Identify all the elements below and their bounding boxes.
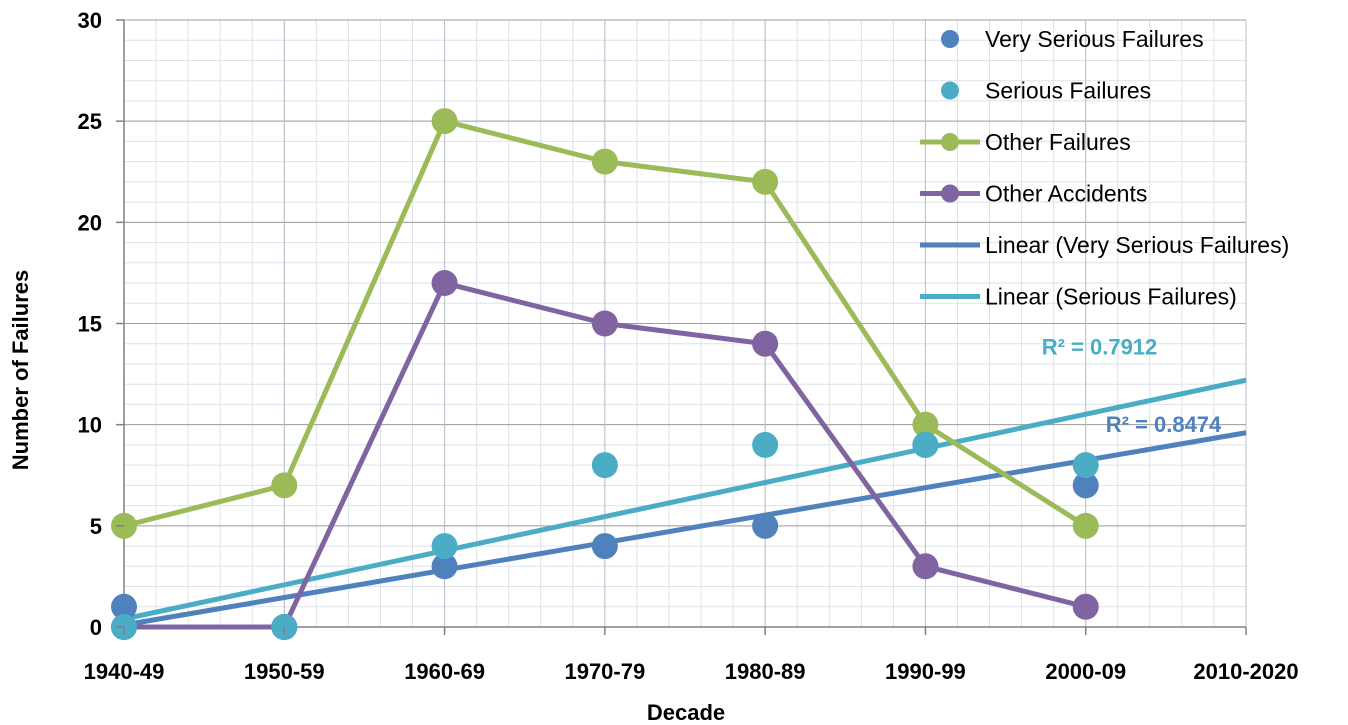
y-tick-label: 5 bbox=[90, 514, 102, 539]
data-point bbox=[271, 472, 298, 499]
x-tick-label: 1940-49 bbox=[84, 659, 165, 684]
x-tick-label: 1990-99 bbox=[885, 659, 966, 684]
data-point bbox=[912, 553, 939, 580]
y-tick-label: 10 bbox=[78, 413, 102, 438]
data-point bbox=[752, 431, 779, 458]
data-point bbox=[111, 593, 137, 620]
x-tick-label: 2000-09 bbox=[1045, 659, 1126, 684]
data-point bbox=[752, 168, 779, 195]
r-squared-label: R² = 0.8474 bbox=[1106, 412, 1222, 437]
x-tick-label: 1950-59 bbox=[244, 659, 325, 684]
data-point bbox=[591, 148, 618, 175]
x-axis-title: Decade bbox=[647, 700, 725, 725]
legend-marker bbox=[941, 30, 959, 48]
legend-label: Linear (Serious Failures) bbox=[985, 284, 1237, 310]
data-point bbox=[1072, 452, 1099, 479]
x-tick-label: 1980-89 bbox=[725, 659, 806, 684]
legend-label: Serious Failures bbox=[985, 78, 1151, 104]
y-tick-label: 0 bbox=[90, 615, 102, 640]
x-tick-labels: 1940-49 1950-59 1960-69 1970-79 1980-89 1990-… bbox=[84, 627, 1299, 684]
legend-marker bbox=[941, 184, 959, 203]
x-tick-label: 1960-69 bbox=[404, 659, 485, 684]
y-tick-label: 30 bbox=[78, 8, 102, 33]
r-squared-label: R² = 0.7912 bbox=[1042, 334, 1158, 359]
legend-marker bbox=[941, 81, 959, 100]
data-point bbox=[591, 533, 618, 560]
legend-marker bbox=[941, 133, 959, 151]
data-point bbox=[591, 452, 618, 479]
data-point bbox=[912, 431, 939, 458]
legend-label: Very Serious Failures bbox=[985, 26, 1204, 52]
series-points bbox=[111, 108, 1099, 640]
data-point bbox=[1072, 472, 1099, 499]
legend-label: Other Failures bbox=[985, 129, 1131, 155]
data-point bbox=[1072, 593, 1099, 620]
data-point bbox=[431, 108, 458, 135]
y-tick-labels: 0 5 10 15 20 25 30 bbox=[78, 8, 124, 640]
y-tick-label: 25 bbox=[78, 109, 102, 134]
data-point bbox=[752, 330, 779, 357]
data-point bbox=[1072, 512, 1099, 539]
legend-label: Linear (Very Serious Failures) bbox=[985, 232, 1289, 258]
legend-label: Other Accidents bbox=[985, 181, 1147, 207]
data-point bbox=[752, 512, 779, 539]
data-point bbox=[912, 411, 939, 438]
trendlines bbox=[123, 377, 1247, 628]
y-tick-label: 20 bbox=[78, 210, 102, 235]
y-tick-label: 15 bbox=[78, 312, 102, 337]
x-tick-label: 1970-79 bbox=[564, 659, 645, 684]
data-point bbox=[591, 310, 618, 337]
data-point bbox=[431, 270, 458, 297]
y-axis-title: Number of Failures bbox=[8, 270, 33, 470]
legend: Very Serious Failures Serious Failures Oth… bbox=[920, 26, 1289, 310]
x-tick-label: 2010-2020 bbox=[1193, 659, 1298, 684]
trendline bbox=[123, 377, 1247, 622]
data-point bbox=[431, 553, 458, 580]
trendline bbox=[123, 430, 1247, 628]
r-squared-labels: R² = 0.8474 R² = 0.7912 bbox=[1042, 334, 1222, 437]
data-point bbox=[431, 533, 458, 560]
